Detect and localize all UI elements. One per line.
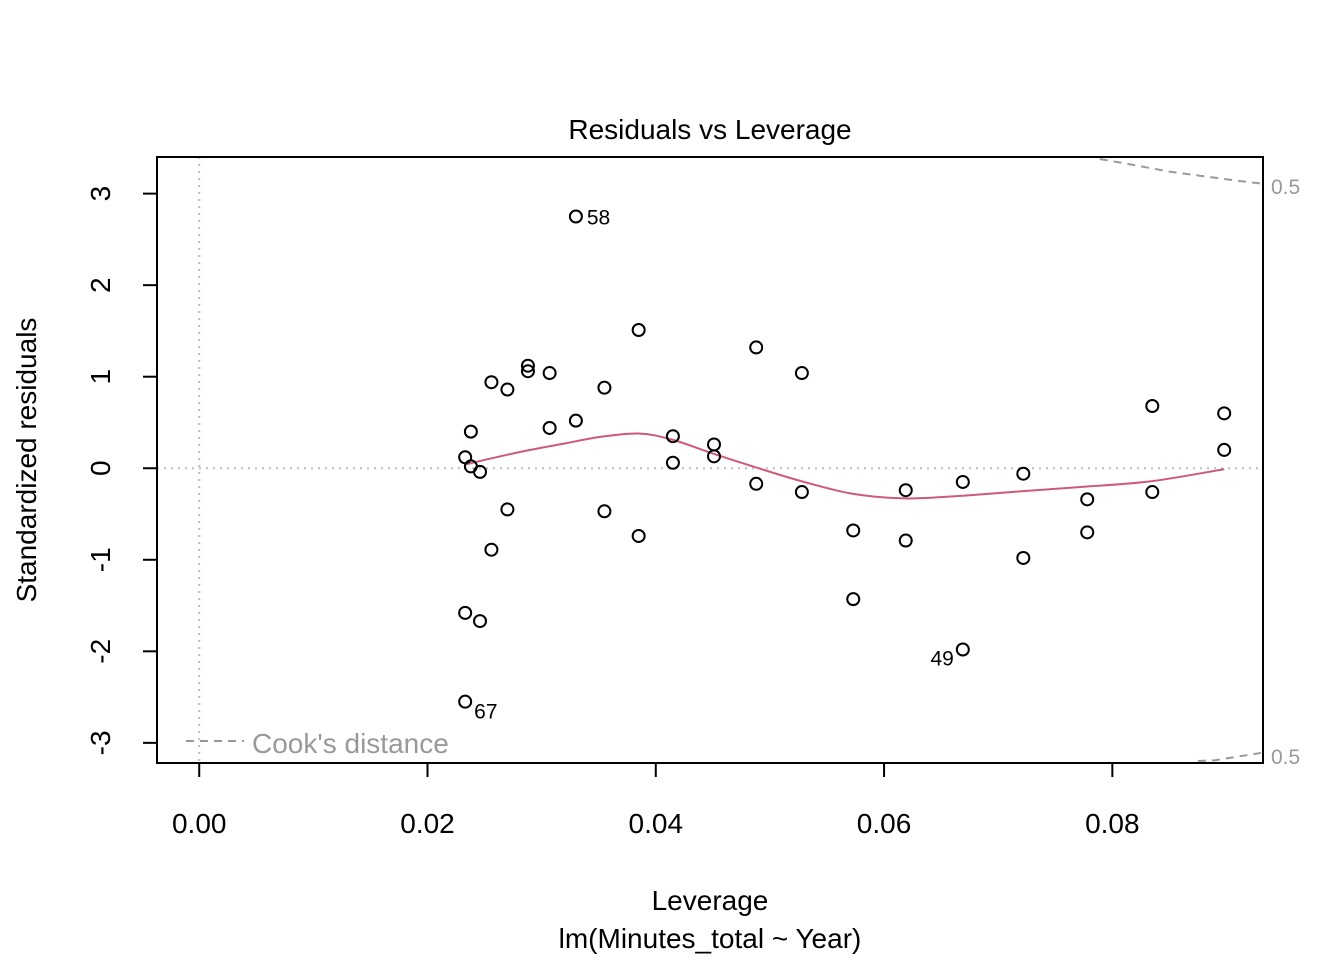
x-tick-label: 0.00: [172, 808, 227, 839]
data-point: [665, 429, 680, 444]
x-tick-label: 0.02: [400, 808, 455, 839]
data-point: [568, 413, 583, 428]
data-point: [542, 420, 557, 435]
point-label: 67: [474, 701, 497, 724]
chart-title: Residuals vs Leverage: [568, 114, 851, 145]
data-point: [706, 449, 721, 464]
data-point: [458, 605, 473, 620]
point-labels-layer: 58 49 67: [474, 207, 954, 724]
data-point: [749, 340, 764, 355]
x-axis: 0.00 0.02 0.04 0.06 0.08: [172, 762, 1140, 839]
data-point: [500, 502, 515, 517]
y-tick-label: -1: [85, 547, 116, 572]
data-point: [955, 642, 970, 657]
x-axis-label: Leverage: [652, 885, 769, 916]
data-point: [955, 474, 970, 489]
data-point: [665, 455, 680, 470]
legend-label: Cook's distance: [252, 728, 449, 759]
data-point: [542, 366, 557, 381]
x-tick-label: 0.08: [1085, 808, 1140, 839]
smoother-line: [464, 432, 1225, 500]
cooks-contour-label-bottom: 0.5: [1271, 746, 1300, 769]
data-point: [500, 382, 515, 397]
data-point: [631, 323, 646, 338]
cooks-contour-label-top: 0.5: [1271, 176, 1300, 199]
data-point: [1217, 406, 1232, 421]
data-point: [597, 504, 612, 519]
data-point: [1016, 466, 1031, 481]
data-point: [846, 523, 861, 538]
cooks-distance-legend: Cook's distance: [186, 728, 449, 759]
x-tick-label: 0.04: [629, 808, 684, 839]
data-point: [458, 694, 473, 709]
data-point: [794, 366, 809, 381]
data-point: [597, 380, 612, 395]
y-tick-label: 3: [85, 186, 116, 202]
data-point: [568, 209, 583, 224]
data-point: [706, 437, 721, 452]
reference-lines: [157, 157, 1263, 763]
point-label: 49: [930, 647, 953, 670]
point-label: 58: [587, 207, 610, 230]
data-point: [520, 364, 535, 379]
data-point: [520, 358, 535, 373]
cooks-contour-lower: [1197, 751, 1262, 762]
data-point: [794, 485, 809, 500]
x-tick-label: 0.06: [857, 808, 912, 839]
y-tick-label: 1: [85, 369, 116, 385]
data-point: [749, 476, 764, 491]
data-point: [846, 592, 861, 607]
data-point: [463, 424, 478, 439]
points-layer: [458, 209, 1232, 709]
data-point: [898, 483, 913, 498]
data-point: [473, 614, 488, 629]
data-point: [631, 528, 646, 543]
y-axis-label: Standardized residuals: [11, 318, 42, 603]
y-tick-label: -3: [85, 730, 116, 755]
y-tick-label: 2: [85, 277, 116, 293]
data-point: [1145, 398, 1160, 413]
data-point: [473, 464, 488, 479]
data-point: [1145, 485, 1160, 500]
smoother-layer: [464, 432, 1225, 500]
data-point: [898, 533, 913, 548]
data-point: [1080, 492, 1095, 507]
data-point: [1217, 442, 1232, 457]
y-tick-label: -2: [85, 639, 116, 664]
model-formula-label: lm(Minutes_total ~ Year): [559, 923, 862, 954]
data-point: [484, 542, 499, 557]
y-axis: 3 2 1 0 -1 -2 -3: [85, 186, 158, 755]
data-point: [1080, 525, 1095, 540]
cooks-contour-upper: [1099, 158, 1262, 185]
cooks-distance-contours: [1099, 158, 1262, 762]
data-point: [1016, 550, 1031, 565]
y-tick-label: 0: [85, 460, 116, 476]
data-point: [484, 375, 499, 390]
